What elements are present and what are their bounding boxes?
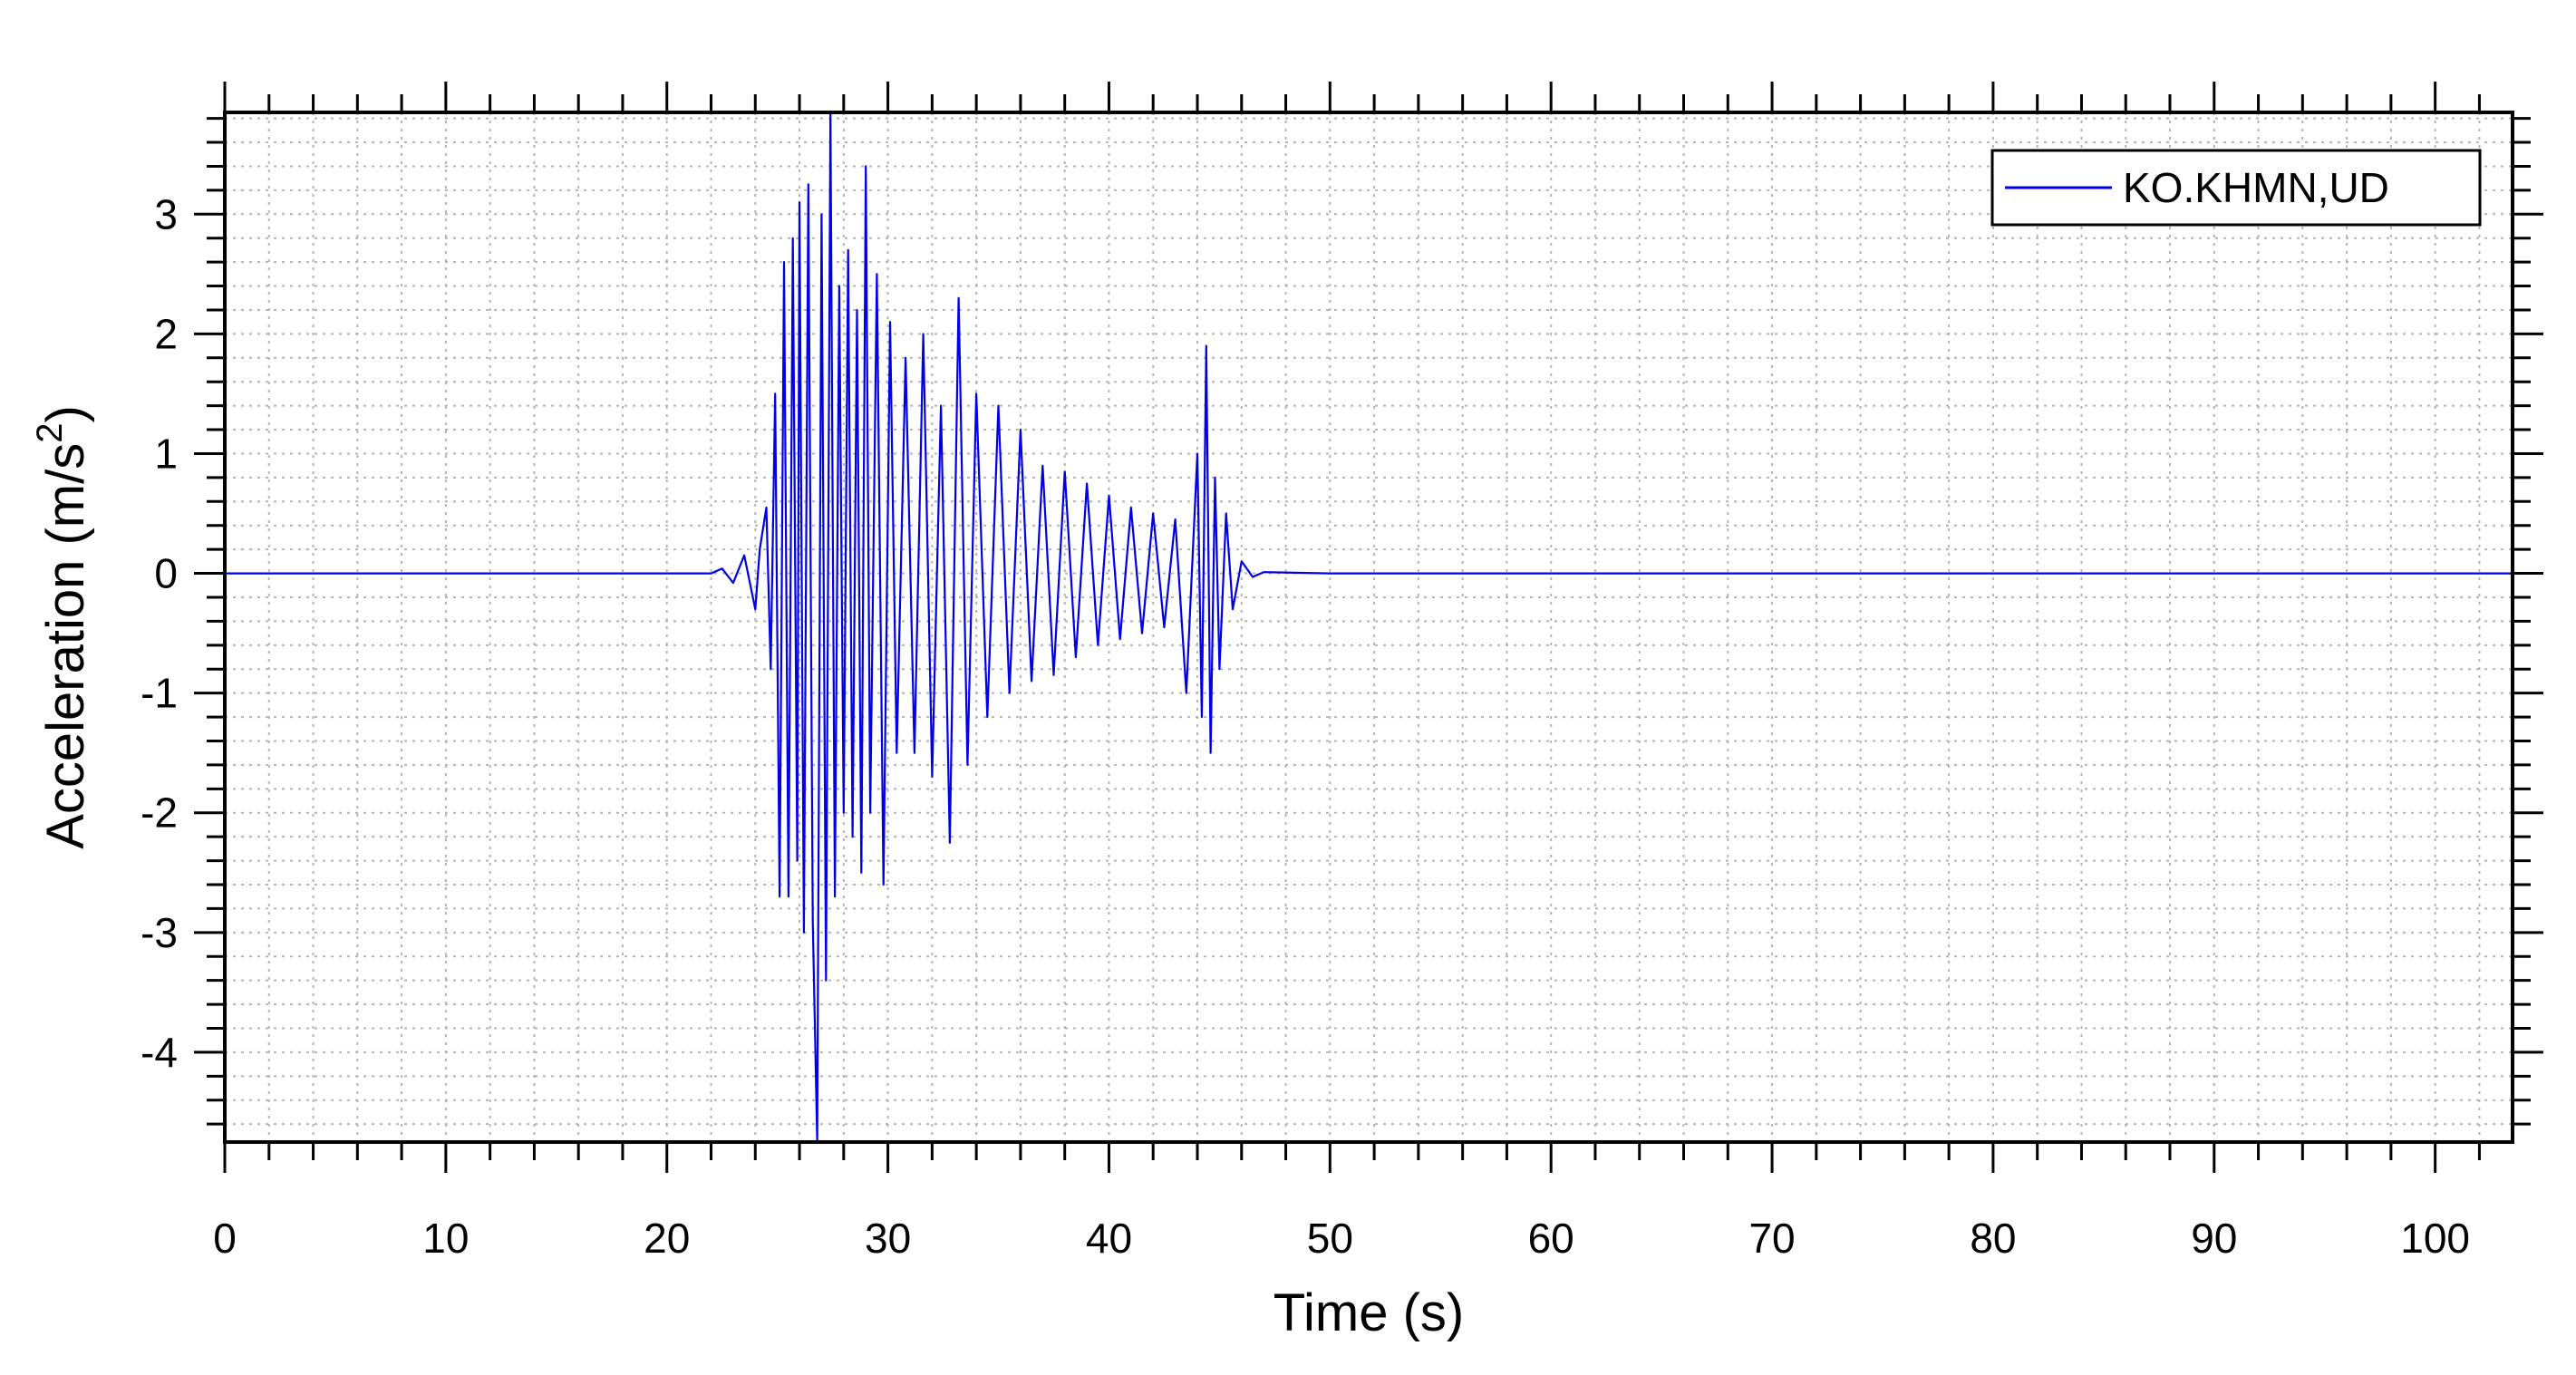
y-axis-title-superscript: 2 — [30, 423, 70, 443]
x-tick-label: 80 — [1970, 1215, 2016, 1262]
y-tick-labels: 3 2 1 0 -1 -2 -3 -4 — [140, 190, 178, 1076]
x-tick-label: 100 — [2400, 1215, 2470, 1262]
x-tick-label: 40 — [1086, 1215, 1132, 1262]
y-axis-title-close: ) — [36, 405, 95, 422]
grid-lines — [224, 112, 2513, 1142]
y-tick-label: -4 — [140, 1029, 178, 1076]
x-tick-label: 20 — [644, 1215, 690, 1262]
series-ko-khmn-ud — [225, 111, 2513, 1144]
x-tick-label: 90 — [2191, 1215, 2237, 1262]
x-tick-label: 60 — [1528, 1215, 1574, 1262]
plot-frame — [223, 111, 2514, 1144]
x-tick-label: 50 — [1307, 1215, 1353, 1262]
y-tick-label: 1 — [154, 430, 178, 477]
axis-ticks — [194, 82, 2543, 1173]
y-tick-label: -3 — [140, 909, 178, 956]
x-tick-label: 0 — [213, 1215, 237, 1262]
legend-box — [1990, 149, 2482, 227]
y-axis-title-main: Acceleration (m/s — [36, 443, 95, 849]
legend-label: KO.KHMN,UD — [2123, 164, 2389, 211]
x-axis-title: Time (s) — [1273, 1283, 1464, 1342]
x-tick-label: 10 — [422, 1215, 469, 1262]
y-axis-title: Acceleration (m/s2) — [30, 405, 95, 849]
y-tick-label: 0 — [154, 550, 178, 597]
y-tick-label: 2 — [154, 310, 178, 357]
x-tick-label: 30 — [865, 1215, 911, 1262]
series-line — [225, 111, 2513, 1144]
x-tick-label: 70 — [1748, 1215, 1795, 1262]
x-tick-labels: 0 10 20 30 40 50 60 70 80 90 100 — [213, 1215, 2470, 1262]
y-tick-label: 3 — [154, 190, 178, 237]
legend: KO.KHMN,UD — [1990, 149, 2482, 227]
y-tick-label: -1 — [140, 670, 178, 717]
y-tick-label: -2 — [140, 789, 178, 837]
